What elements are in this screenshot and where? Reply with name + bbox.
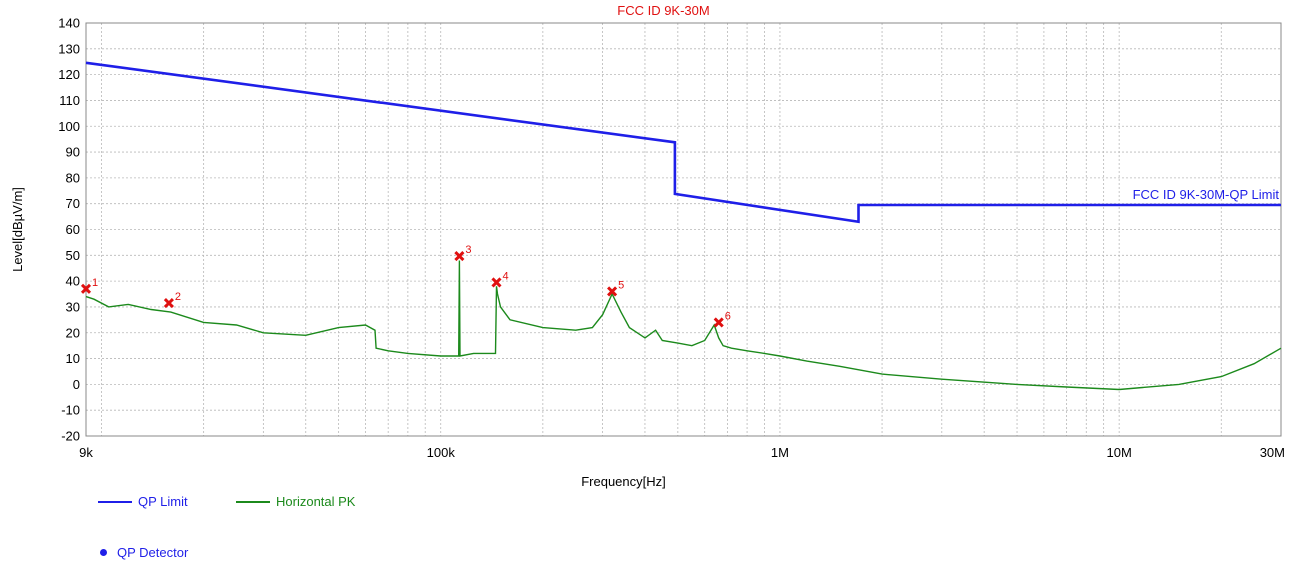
x-tick-label: 100k [427,445,456,460]
series-horizontal-pk [85,260,1282,391]
y-tick-label: 80 [66,170,80,185]
y-tick-label: 60 [66,222,80,237]
series-qp-limit [85,61,1281,224]
y-tick-label: 40 [66,274,80,289]
peak-marker [80,283,92,294]
y-tick-label: 50 [66,248,80,263]
y-tick-label: 110 [59,93,80,108]
peak-marker-label: 1 [92,277,98,289]
y-tick-label: 100 [58,119,80,134]
legend-qp-limit-label: QP Limit [138,494,188,509]
y-tick-label: 130 [58,41,80,56]
y-axis-label: Level[dBµV/m] [10,187,25,272]
x-tick-label: 9k [79,445,93,460]
peak-marker-label: 2 [175,291,181,303]
peak-marker-label: 6 [725,310,731,322]
peak-marker-label: 5 [618,279,624,291]
peak-marker-label: 3 [465,244,471,256]
limit-line-label: FCC ID 9K-30M-QP Limit [1133,187,1280,202]
y-tick-label: -10 [61,403,80,418]
x-tick-label: 30M [1260,445,1285,460]
y-tick-label: 0 [73,377,80,392]
y-tick-label: 70 [66,196,80,211]
legend-qp-detector: QP Detector [100,545,188,560]
y-tick-label: 90 [66,145,80,160]
chart-title: FCC ID 9K-30M [617,3,709,18]
y-tick-label: -20 [61,429,80,444]
legend-qp-detector-dot [100,549,107,556]
y-tick-label: 10 [66,351,80,366]
legend-horizontal-pk-label: Horizontal PK [276,494,356,509]
x-tick-label: 10M [1107,445,1132,460]
peak-marker-label: 4 [502,270,508,282]
legend-qp-limit-swatch [98,500,132,503]
x-axis-label: Frequency[Hz] [581,474,666,489]
legend-horizontal-pk: Horizontal PK [236,494,355,509]
plot-border [85,22,1282,437]
peak-marker [491,277,502,288]
peak-marker [454,251,465,262]
y-tick-label: 140 [58,16,80,31]
x-tick-label: 1M [771,445,789,460]
legend-qp-limit: QP Limit [98,494,188,509]
y-tick-label: 120 [58,67,80,82]
peak-marker [163,298,174,309]
y-tick-label: 20 [66,325,80,340]
legend-horizontal-pk-swatch [236,500,270,503]
y-tick-label: 30 [66,299,80,314]
legend-qp-detector-label: QP Detector [117,545,189,560]
peak-marker [607,286,618,297]
peak-marker [713,317,724,328]
